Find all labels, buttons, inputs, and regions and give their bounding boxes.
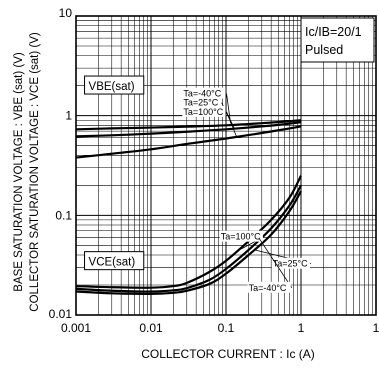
y-tick-label-1: 1 xyxy=(65,109,72,123)
curves xyxy=(75,119,302,295)
series-line-3 xyxy=(75,175,302,289)
series-label-leader-5 xyxy=(259,238,293,288)
x-tick-label-1: 0.01 xyxy=(139,321,163,335)
y-axis-label-1: BASE SATURATION VOLTAGE : VBE (sat) (V) xyxy=(13,52,25,292)
x-tick-labels: 0.001 0.01 0.1 1 1 xyxy=(61,321,379,335)
series-label-bg-5 xyxy=(247,281,291,293)
y-tick-label-0: 10 xyxy=(59,6,73,20)
series-line-1 xyxy=(75,121,302,138)
y-tick-labels: 10 1 0.1 0.01 xyxy=(49,6,73,321)
group-label-1: VCE(sat) xyxy=(89,257,136,269)
series-label-bg-0 xyxy=(182,87,226,99)
x-tick-label-4: 1 xyxy=(373,321,379,335)
series-label-leader-0 xyxy=(226,93,231,124)
series-line-5 xyxy=(75,190,302,295)
condition-ratio: Ic/IB=20/1 xyxy=(305,25,362,39)
series-label-bg-4 xyxy=(271,257,311,269)
series-line-0 xyxy=(75,119,302,131)
series-label-5: Ta=-40°C xyxy=(249,283,287,293)
series-line-4 xyxy=(75,184,302,293)
x-axis-label: COLLECTOR CURRENT : Ic (A) xyxy=(141,347,315,361)
group-label-0: VBE(sat) xyxy=(89,81,135,93)
y-axis-label-2: COLLECTOR SATURATION VOLTAGE : VCE (sat)… xyxy=(29,32,41,312)
series-label-3: Ta=100°C xyxy=(221,232,261,242)
plot-frame xyxy=(75,15,377,316)
series-line-2 xyxy=(75,125,302,159)
annotations: VBE(sat)VCE(sat)Ta=-40°CTa=25°CTa=100°CT… xyxy=(84,75,312,293)
y-tick-label-3: 0.01 xyxy=(49,307,73,321)
series-label-4: Ta=25°C xyxy=(273,259,308,269)
series-label-bg-2 xyxy=(182,105,226,117)
x-tick-label-3: 1 xyxy=(298,321,305,335)
x-tick-label-0: 0.001 xyxy=(61,321,91,335)
group-label-box-0 xyxy=(84,75,145,95)
series-label-1: Ta=25°C xyxy=(183,98,218,108)
series-label-2: Ta=100°C xyxy=(183,107,223,117)
group-label-box-1 xyxy=(84,251,145,271)
condition-pulsed: Pulsed xyxy=(305,43,343,57)
series-label-bg-3 xyxy=(219,230,263,242)
x-tick-label-2: 0.1 xyxy=(218,321,235,335)
series-label-bg-1 xyxy=(182,96,221,108)
conditions-box: Ic/IB=20/1 Pulsed xyxy=(300,17,375,63)
series-label-0: Ta=-40°C xyxy=(183,89,221,99)
series-label-leader-2 xyxy=(226,111,238,138)
y-tick-label-2: 0.1 xyxy=(55,208,72,222)
